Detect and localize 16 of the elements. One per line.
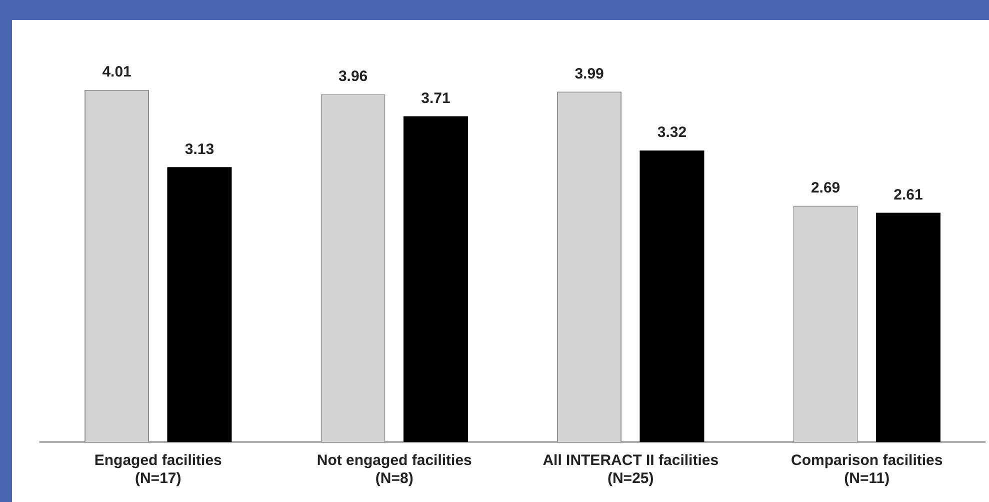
data-label: 3.71	[421, 90, 450, 107]
data-label: 3.96	[338, 68, 368, 85]
bar	[167, 167, 232, 442]
x-tick-label: Engaged facilities (N=17)	[94, 452, 222, 488]
data-label: 2.69	[810, 179, 840, 196]
data-label: 3.99	[574, 65, 604, 82]
x-tick-label: Not engaged facilities (N=8)	[316, 452, 472, 488]
x-tick-label: Comparison facilities (N=11)	[791, 452, 943, 488]
x-tick-label: All INTERACT II facilities (N=25)	[542, 452, 719, 488]
data-label: 3.13	[184, 140, 214, 158]
data-label: 4.01	[102, 64, 132, 81]
bar	[640, 150, 704, 442]
data-label: 2.61	[894, 186, 923, 204]
data-label: 3.32	[657, 124, 687, 142]
bar	[403, 116, 468, 442]
bar	[876, 212, 940, 442]
